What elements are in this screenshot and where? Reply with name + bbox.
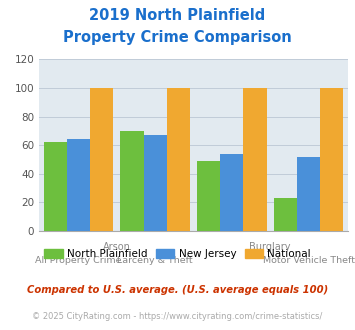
- Text: All Property Crime: All Property Crime: [35, 256, 122, 265]
- Bar: [244, 88, 267, 231]
- Text: 2019 North Plainfield: 2019 North Plainfield: [89, 8, 266, 23]
- Bar: [320, 88, 343, 231]
- Text: Larceny & Theft: Larceny & Theft: [117, 256, 193, 265]
- Text: Property Crime Comparison: Property Crime Comparison: [63, 30, 292, 45]
- Bar: [120, 131, 143, 231]
- Legend: North Plainfield, New Jersey, National: North Plainfield, New Jersey, National: [40, 245, 315, 263]
- Bar: [67, 140, 90, 231]
- Text: © 2025 CityRating.com - https://www.cityrating.com/crime-statistics/: © 2025 CityRating.com - https://www.city…: [32, 312, 323, 321]
- Bar: [166, 88, 190, 231]
- Bar: [90, 88, 113, 231]
- Bar: [220, 154, 244, 231]
- Text: Burglary: Burglary: [250, 242, 291, 252]
- Bar: [297, 157, 320, 231]
- Bar: [44, 142, 67, 231]
- Bar: [274, 198, 297, 231]
- Text: Arson: Arson: [103, 242, 131, 252]
- Bar: [197, 161, 220, 231]
- Text: Motor Vehicle Theft: Motor Vehicle Theft: [263, 256, 355, 265]
- Bar: [143, 135, 166, 231]
- Text: Compared to U.S. average. (U.S. average equals 100): Compared to U.S. average. (U.S. average …: [27, 285, 328, 295]
